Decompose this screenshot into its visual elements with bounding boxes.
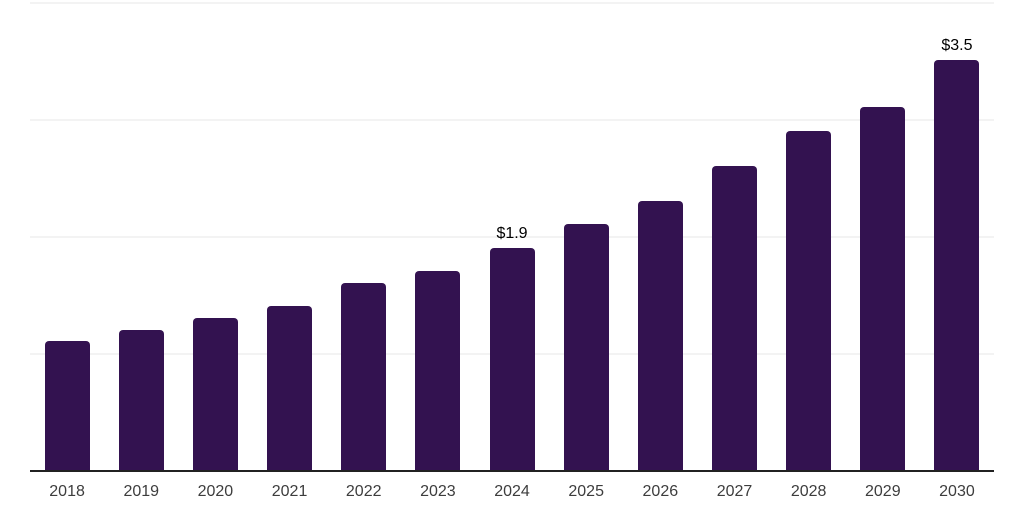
bar-2022: [341, 283, 387, 470]
bar-slot-2030: $3.5: [920, 2, 994, 470]
gridline-3: [30, 119, 994, 121]
bar-series: $1.9 $3.5: [30, 2, 994, 470]
x-tick-label-2020: 2020: [197, 483, 234, 500]
bar-slot-2024: $1.9: [475, 2, 549, 470]
bar-slot-2020: [178, 2, 252, 470]
bar-slot-2026: [623, 2, 697, 470]
x-tick-label-2019: 2019: [123, 483, 160, 500]
x-tick-label-2025: 2025: [568, 483, 604, 500]
x-axis-line: [30, 470, 994, 472]
bar-slot-2023: [401, 2, 475, 470]
bar-2018: [44, 341, 90, 470]
bar-slot-2021: [252, 2, 326, 470]
x-tick-label-2026: 2026: [642, 483, 679, 500]
x-tick-label-2028: 2028: [790, 483, 827, 500]
gridline-4: [30, 2, 994, 4]
bar-slot-2027: [697, 2, 771, 470]
bar-2029: [860, 107, 906, 470]
bar-2025: [563, 224, 609, 470]
data-label-2024: $1.9: [496, 225, 528, 242]
bar-slot-2019: [104, 2, 178, 470]
bar-slot-2018: [30, 2, 104, 470]
bar-2021: [267, 306, 313, 470]
x-tick-label-2018: 2018: [49, 483, 85, 500]
bar-2023: [415, 271, 461, 470]
x-tick-label-2030: 2030: [939, 483, 975, 500]
bar-2030: [934, 60, 980, 470]
bar-2028: [786, 131, 832, 470]
x-axis-tick-labels: 2018 2019 2020 2021 2022 2023 2024 2025 2026 2027…: [30, 472, 994, 501]
data-label-2030: $3.5: [941, 37, 973, 54]
bar-2019: [118, 330, 164, 470]
bar-2026: [637, 201, 683, 470]
x-tick-label-2021: 2021: [271, 483, 308, 500]
x-tick-label-2022: 2022: [345, 483, 382, 500]
x-tick-label-2027: 2027: [716, 483, 753, 500]
bar-slot-2025: [549, 2, 623, 470]
x-tick-label-2024: 2024: [494, 483, 530, 500]
bar-2024: [489, 248, 535, 470]
x-tick-label-2023: 2023: [420, 483, 456, 500]
bar-slot-2022: [327, 2, 401, 470]
bar-slot-2028: [772, 2, 846, 470]
bar-2020: [192, 318, 238, 470]
gridline-2: [30, 236, 994, 238]
x-tick-label-2029: 2029: [865, 483, 901, 500]
bar-2027: [711, 166, 757, 470]
plot-area: $1.9 $3.5: [30, 2, 994, 470]
bar-slot-2029: [846, 2, 920, 470]
